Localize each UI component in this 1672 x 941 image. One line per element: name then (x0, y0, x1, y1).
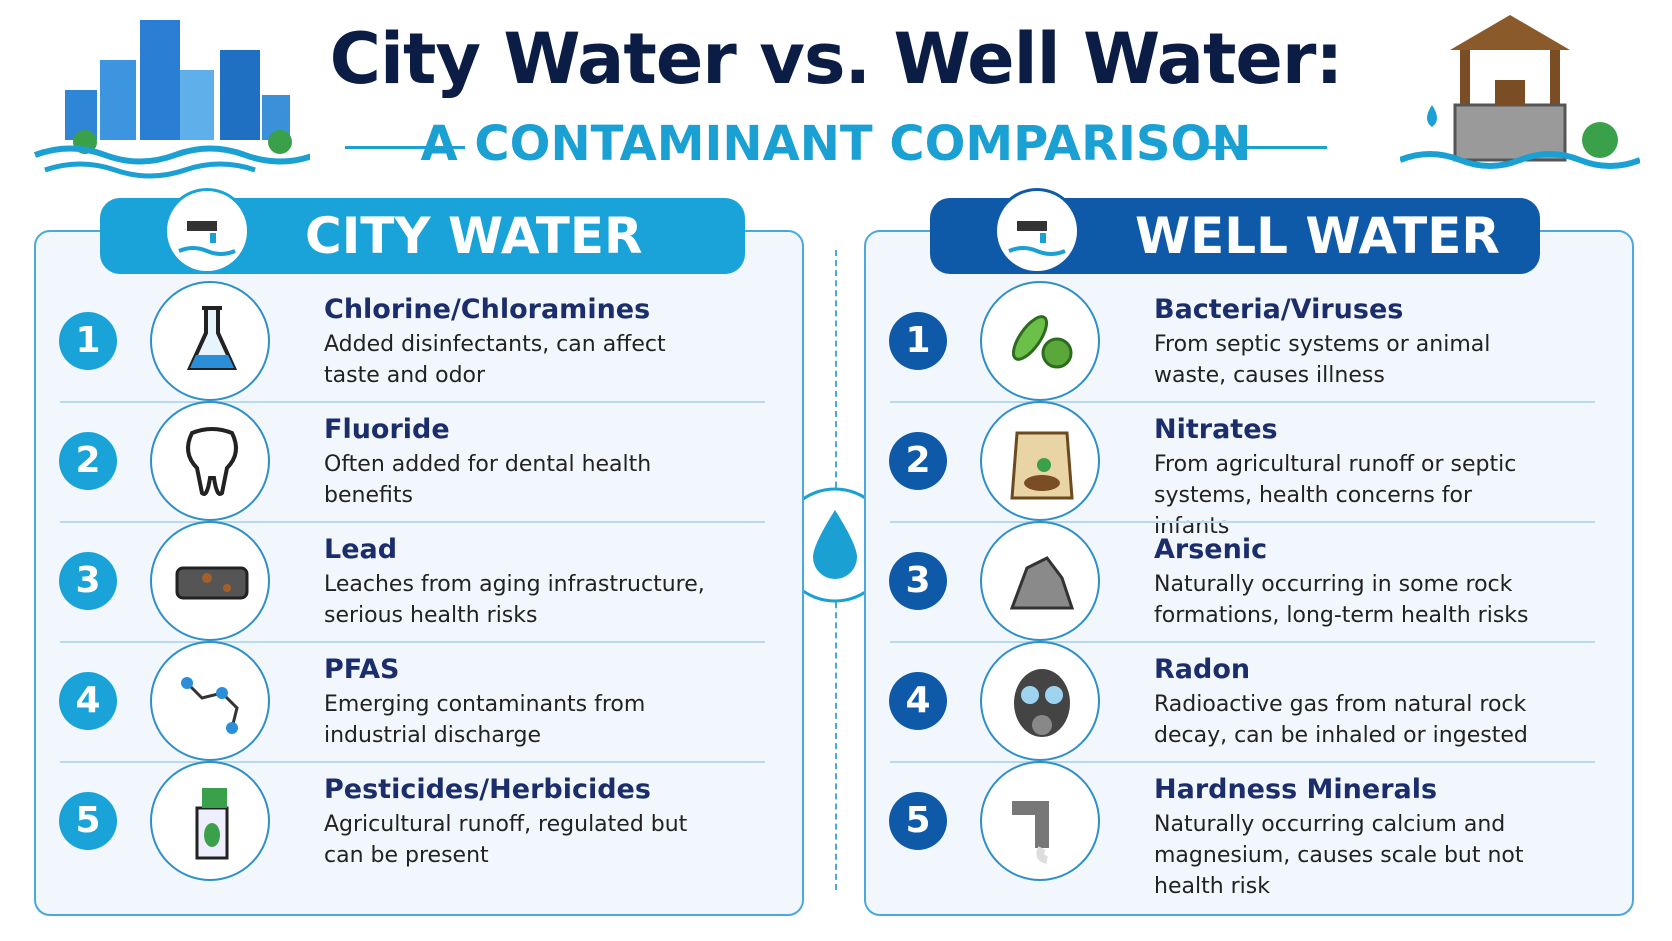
item-number: 4 (889, 672, 947, 730)
well-illustration (1400, 15, 1640, 169)
header-icon (994, 188, 1080, 274)
header-icon (164, 188, 250, 274)
item-title: Bacteria/Viruses (1154, 294, 1404, 325)
row-separator (890, 401, 1595, 403)
item-number: 3 (59, 552, 117, 610)
item-icon (980, 641, 1100, 761)
item-description: Added disinfectants, can affect taste an… (324, 332, 666, 388)
icon-glyph (186, 306, 238, 370)
title: City Water vs. Well Water: (329, 18, 1344, 100)
icon-glyph (195, 788, 229, 860)
item-title: Lead (324, 534, 398, 565)
header-glyph (178, 221, 236, 256)
item-description: Often added for dental health benefits (324, 452, 652, 508)
subtitle: A CONTAMINANT COMPARISON (420, 116, 1252, 172)
item-title: Radon (1154, 654, 1251, 685)
item-icon (150, 281, 270, 401)
row-separator (890, 761, 1595, 763)
row-separator (890, 521, 1595, 523)
icon-glyph (1009, 556, 1075, 610)
item-description: Naturally occurring in some rock formati… (1154, 572, 1529, 628)
item-number: 2 (59, 432, 117, 490)
icon-glyph (186, 427, 238, 496)
item-number: 1 (889, 312, 947, 370)
icon-glyph (175, 566, 249, 600)
item-number: 3 (889, 552, 947, 610)
icon-glyph (1010, 431, 1074, 500)
item-description: Leaches from aging infrastructure, serio… (324, 572, 705, 628)
item-icon (980, 761, 1100, 881)
icon-glyph (1012, 801, 1049, 864)
rule (1207, 146, 1327, 149)
item-number: 5 (59, 792, 117, 850)
item-description: From septic systems or animal waste, cau… (1154, 332, 1491, 388)
item-icon (150, 401, 270, 521)
city-illustration (33, 20, 310, 179)
item-description: Agricultural runoff, regulated but can b… (324, 812, 688, 868)
item-description: Emerging contaminants from industrial di… (324, 692, 646, 748)
icon-glyph (181, 677, 239, 734)
item-icon (980, 401, 1100, 521)
row-separator (60, 641, 765, 643)
item-title: Chlorine/Chloramines (324, 294, 651, 325)
row-separator (60, 401, 765, 403)
item-icon (980, 521, 1100, 641)
item-title: Hardness Minerals (1154, 774, 1438, 805)
row-separator (60, 761, 765, 763)
icon-glyph (1011, 315, 1073, 369)
row-separator (890, 641, 1595, 643)
header-glyph (1008, 221, 1066, 256)
item-number: 4 (59, 672, 117, 730)
item-number: 2 (889, 432, 947, 490)
row-separator (60, 521, 765, 523)
item-number: 5 (889, 792, 947, 850)
item-title: Arsenic (1154, 534, 1268, 565)
item-description: Naturally occurring calcium and magnesiu… (1154, 812, 1524, 899)
item-icon (150, 521, 270, 641)
rule (345, 146, 465, 149)
item-title: Fluoride (324, 414, 450, 445)
item-number: 1 (59, 312, 117, 370)
item-icon (980, 281, 1100, 401)
item-title: Nitrates (1154, 414, 1278, 445)
item-title: PFAS (324, 654, 400, 685)
item-description: From agricultural runoff or septic syste… (1154, 452, 1517, 539)
item-icon (150, 761, 270, 881)
item-icon (150, 641, 270, 761)
item-description: Radioactive gas from natural rock decay,… (1154, 692, 1528, 748)
item-title: Pesticides/Herbicides (324, 774, 651, 805)
icon-glyph (1014, 669, 1070, 737)
